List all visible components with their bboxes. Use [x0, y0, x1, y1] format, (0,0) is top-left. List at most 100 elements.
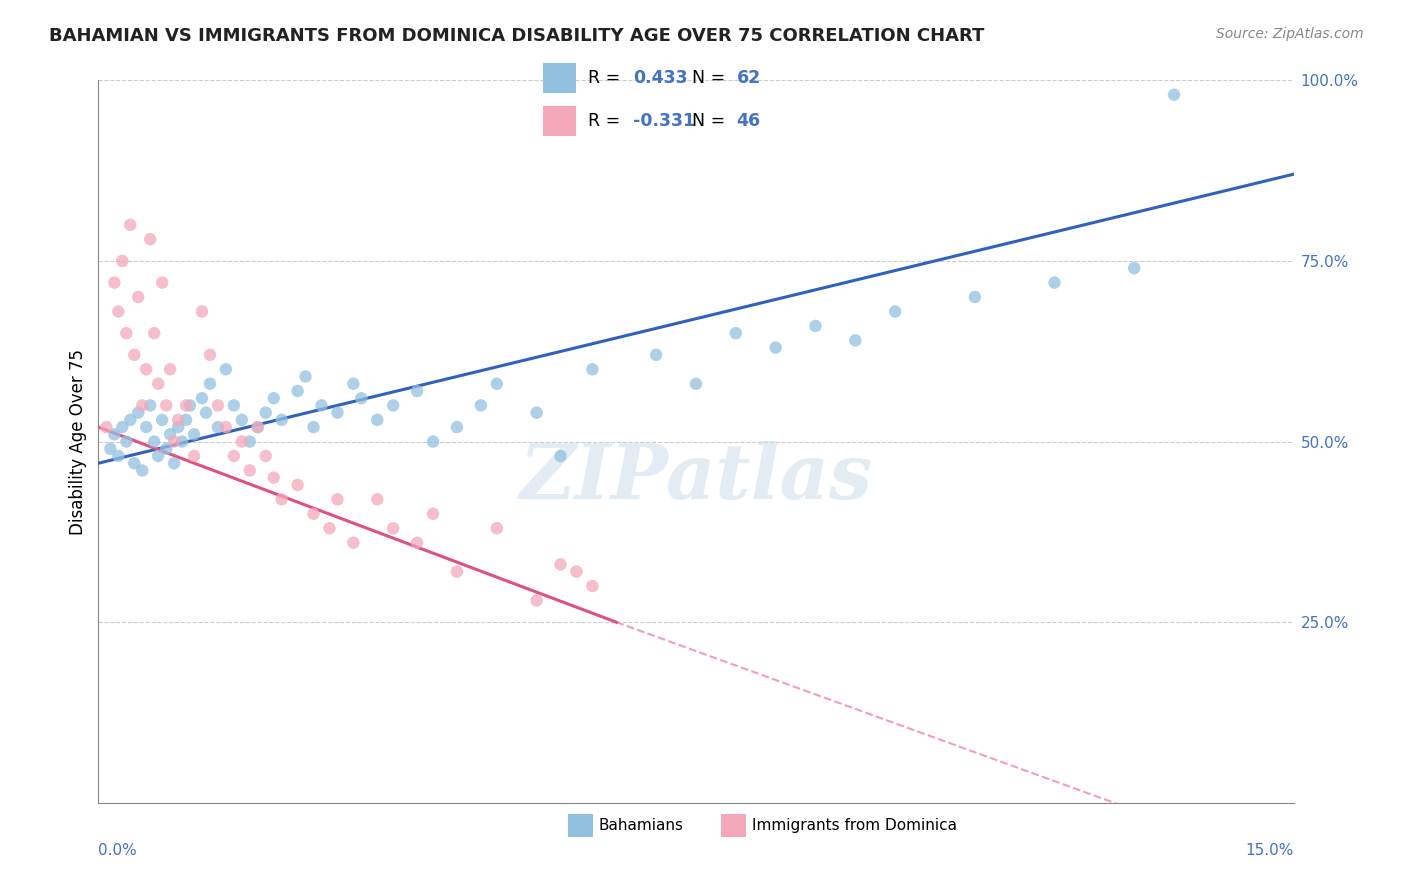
Point	[526, 593, 548, 607]
Point	[550, 449, 572, 463]
Point	[131, 463, 153, 477]
Point	[163, 434, 186, 449]
Text: Source: ZipAtlas.com: Source: ZipAtlas.com	[1216, 27, 1364, 41]
Point	[1043, 276, 1066, 290]
Point	[159, 427, 181, 442]
Point	[239, 434, 262, 449]
Point	[485, 521, 508, 535]
Text: 15.0%: 15.0%	[1246, 843, 1294, 857]
Point	[254, 449, 277, 463]
Point	[446, 420, 468, 434]
Point	[135, 362, 157, 376]
Point	[382, 398, 405, 412]
Point	[645, 348, 668, 362]
Point	[131, 398, 153, 412]
Point	[685, 376, 707, 391]
Point	[150, 276, 173, 290]
Point	[422, 507, 444, 521]
Point	[222, 449, 245, 463]
Point	[342, 535, 364, 549]
Point	[470, 398, 492, 412]
Point	[446, 565, 468, 579]
Point	[963, 290, 986, 304]
Text: 46: 46	[737, 112, 761, 130]
Point	[366, 492, 388, 507]
Text: 0.433: 0.433	[633, 69, 688, 87]
Point	[294, 369, 316, 384]
Point	[406, 535, 429, 549]
Bar	[543, 63, 576, 93]
Text: BAHAMIAN VS IMMIGRANTS FROM DOMINICA DISABILITY AGE OVER 75 CORRELATION CHART: BAHAMIAN VS IMMIGRANTS FROM DOMINICA DIS…	[49, 27, 984, 45]
Point	[127, 406, 149, 420]
Point	[167, 420, 190, 434]
Text: ZIPatlas: ZIPatlas	[519, 441, 873, 515]
Point	[174, 413, 197, 427]
Point	[1123, 261, 1146, 276]
Point	[139, 398, 162, 412]
Point	[302, 420, 325, 434]
Text: Bahamians: Bahamians	[599, 819, 683, 833]
Point	[246, 420, 269, 434]
Point	[222, 398, 245, 412]
Point	[270, 413, 292, 427]
Point	[198, 348, 221, 362]
Point	[765, 341, 787, 355]
Text: R =: R =	[588, 69, 626, 87]
Point	[195, 406, 218, 420]
Point	[111, 420, 134, 434]
Text: N =: N =	[692, 69, 731, 87]
Point	[115, 434, 138, 449]
Point	[270, 492, 292, 507]
Text: 62: 62	[737, 69, 761, 87]
Text: N =: N =	[692, 112, 731, 130]
Point	[159, 362, 181, 376]
Point	[98, 442, 122, 456]
Point	[103, 427, 125, 442]
Point	[342, 376, 364, 391]
Bar	[543, 106, 576, 136]
Point	[143, 434, 166, 449]
Point	[326, 492, 349, 507]
Point	[263, 391, 285, 405]
Point	[287, 384, 309, 398]
Point	[183, 449, 205, 463]
Point	[382, 521, 405, 535]
Point	[139, 232, 162, 246]
Point	[143, 326, 166, 341]
Point	[302, 507, 325, 521]
Point	[581, 579, 603, 593]
Point	[120, 218, 142, 232]
Point	[174, 398, 197, 412]
Point	[844, 334, 866, 348]
Point	[103, 276, 125, 290]
Point	[148, 376, 170, 391]
Point	[215, 362, 238, 376]
Point	[406, 384, 429, 398]
Point	[526, 406, 548, 420]
Point	[366, 413, 388, 427]
Point	[326, 406, 349, 420]
Point	[124, 456, 146, 470]
Point	[207, 420, 229, 434]
Point	[111, 253, 134, 268]
Point	[107, 449, 129, 463]
Point	[804, 318, 827, 333]
Point	[124, 348, 146, 362]
Point	[207, 398, 229, 412]
Point	[198, 376, 221, 391]
Point	[115, 326, 138, 341]
Point	[120, 413, 142, 427]
Point	[263, 471, 285, 485]
Point	[318, 521, 340, 535]
Text: R =: R =	[588, 112, 626, 130]
Text: -0.331: -0.331	[633, 112, 695, 130]
Point	[254, 406, 277, 420]
Point	[155, 398, 177, 412]
Point	[239, 463, 262, 477]
Point	[550, 558, 572, 572]
Point	[179, 398, 201, 412]
Point	[724, 326, 747, 341]
Y-axis label: Disability Age Over 75: Disability Age Over 75	[69, 349, 87, 534]
Point	[246, 420, 269, 434]
Point	[215, 420, 238, 434]
